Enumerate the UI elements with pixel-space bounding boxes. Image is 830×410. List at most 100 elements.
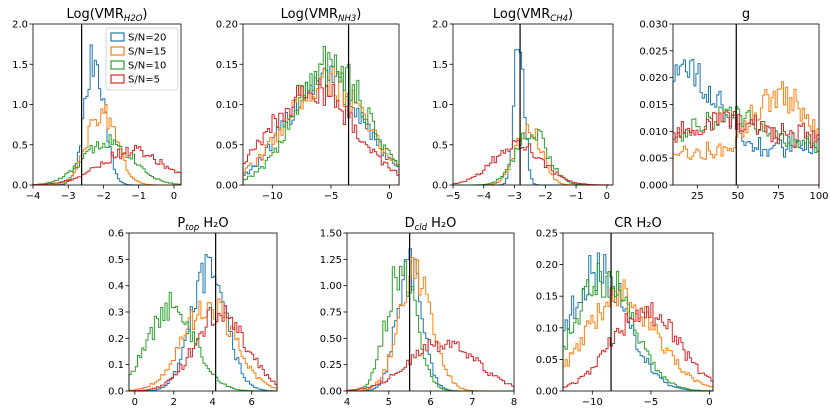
y-tick-label: 0.5 bbox=[12, 140, 28, 151]
axes-frame bbox=[128, 232, 278, 392]
histogram-s-n-5 bbox=[672, 110, 820, 185]
y-tick-label: 0.0 bbox=[12, 181, 28, 192]
y-tick-label: 0.25 bbox=[536, 229, 558, 240]
x-tick-label: 7 bbox=[469, 397, 475, 408]
panel-title: Log(VMRNH3) bbox=[281, 7, 362, 24]
x-tick-label: 8 bbox=[511, 397, 517, 408]
x-tick-label: 75 bbox=[772, 191, 785, 202]
x-tick-label: −10 bbox=[582, 397, 603, 408]
legend-label: S/N=15 bbox=[128, 47, 166, 58]
y-tick-label: 0.05 bbox=[536, 355, 558, 366]
panel-vmr-h2o: −4 −3 −2 −1 0 0.0 0.5 1.0 1.5 2.0 Log(VMRH2O) S/N=2… bbox=[12, 7, 182, 202]
x-tick-label: −5 bbox=[324, 191, 339, 202]
axes-frame bbox=[452, 23, 614, 186]
x-tick-label: −4 bbox=[476, 191, 491, 202]
panel-vmr-nh3: −10 −5 0 0.00 0.05 0.10 0.15 0.20 Log(VMRNH3) bbox=[216, 7, 400, 202]
x-tick-label: −3 bbox=[507, 191, 522, 202]
y-tick-label: 0.10 bbox=[216, 100, 238, 111]
histogram-s-n-10 bbox=[672, 106, 820, 185]
histogram-s-n-5 bbox=[562, 302, 714, 391]
histogram-s-n-15 bbox=[33, 104, 181, 186]
y-tick-label: 2.0 bbox=[12, 20, 28, 31]
y-tick-label: 0.50 bbox=[320, 334, 342, 345]
x-tick-label: −2 bbox=[96, 191, 111, 202]
panel-title: g bbox=[742, 7, 750, 22]
y-tick-label: 0.015 bbox=[639, 100, 668, 111]
histogram-s-n-5 bbox=[346, 339, 515, 391]
y-tick-label: 0.75 bbox=[320, 308, 342, 319]
x-tick-label: 100 bbox=[809, 191, 828, 202]
histogram-s-n-20 bbox=[453, 49, 613, 186]
x-tick-label: −10 bbox=[262, 191, 283, 202]
x-tick-label: −4 bbox=[26, 191, 41, 202]
x-tick-label: 0 bbox=[386, 191, 392, 202]
axes-frame bbox=[562, 232, 714, 392]
y-tick-label: 1.25 bbox=[320, 255, 342, 266]
histogram-s-n-20 bbox=[242, 65, 400, 185]
panel-g: 25 50 75 100 0.000 0.005 0.010 0.015 0.020 0.025 0… bbox=[639, 7, 828, 202]
legend-label: S/N=20 bbox=[128, 33, 166, 44]
y-tick-label: 0.010 bbox=[639, 127, 668, 138]
x-tick-label: 0 bbox=[604, 191, 610, 202]
y-tick-label: 0.1 bbox=[108, 360, 124, 371]
y-tick-label: 0.00 bbox=[320, 387, 342, 398]
panel-ptop-h2o: 0 2 4 6 0.0 0.1 0.2 0.3 0.4 0.5 0.6 Ptop H₂O bbox=[108, 216, 278, 408]
y-tick-label: 1.5 bbox=[432, 60, 448, 71]
histogram-s-n-5 bbox=[452, 139, 613, 186]
x-tick-label: −5 bbox=[446, 191, 461, 202]
panel-cr-h2o: −10 −5 0 0.00 0.05 0.10 0.15 0.20 0.25 CR H₂O bbox=[536, 216, 714, 408]
panels: −4 −3 −2 −1 00.00.51.01.52.0Log(VMRH2O)S/N=2… bbox=[12, 7, 828, 408]
y-tick-label: 0.6 bbox=[108, 229, 124, 240]
legend-label: S/N=10 bbox=[128, 61, 166, 72]
histogram-s-n-10 bbox=[128, 291, 277, 392]
y-tick-label: 0.20 bbox=[536, 260, 558, 271]
y-tick-label: 0.4 bbox=[108, 281, 124, 292]
histogram-s-n-5 bbox=[32, 144, 182, 186]
x-tick-label: −2 bbox=[538, 191, 553, 202]
x-tick-label: 0 bbox=[132, 397, 138, 408]
histogram-s-n-10 bbox=[453, 129, 613, 186]
legend-label: S/N=5 bbox=[128, 75, 160, 86]
y-tick-label: 0.005 bbox=[639, 154, 668, 165]
panel-vmr-ch4: −5 −4 −3 −2 −1 0 0.0 0.5 1.0 1.5 2.0 Log(VMRCH4) bbox=[432, 7, 614, 202]
panel-title: Log(VMRCH4) bbox=[493, 7, 573, 24]
histogram-s-n-20 bbox=[129, 254, 278, 392]
y-tick-label: 0.030 bbox=[639, 20, 668, 31]
x-tick-label: −1 bbox=[569, 191, 584, 202]
panel-title: Dcld H₂O bbox=[405, 216, 457, 233]
histogram-s-n-15 bbox=[242, 66, 400, 185]
y-tick-label: 1.00 bbox=[320, 281, 342, 292]
axes-frame bbox=[672, 23, 820, 186]
panel-title: Ptop H₂O bbox=[177, 216, 228, 233]
histogram-s-n-20 bbox=[562, 252, 714, 392]
y-tick-label: 1.5 bbox=[12, 60, 28, 71]
y-tick-label: 2.0 bbox=[432, 20, 448, 31]
y-tick-label: 0.15 bbox=[216, 60, 238, 71]
y-tick-label: 1.0 bbox=[12, 100, 28, 111]
x-tick-label: 25 bbox=[691, 191, 704, 202]
y-tick-label: 0.5 bbox=[432, 140, 448, 151]
panel-dcld-h2o: 4 5 6 7 8 0.00 0.25 0.50 0.75 1.00 1.25 1.50 Dcld H₂… bbox=[320, 216, 517, 408]
legend-swatch bbox=[110, 32, 125, 42]
y-tick-label: 0.15 bbox=[536, 292, 558, 303]
legend-swatch bbox=[110, 60, 125, 70]
x-tick-label: 6 bbox=[427, 397, 433, 408]
histogram-s-n-5 bbox=[242, 78, 400, 185]
x-tick-label: −5 bbox=[644, 397, 659, 408]
x-tick-label: 2 bbox=[171, 397, 177, 408]
y-tick-label: 1.0 bbox=[432, 100, 448, 111]
histogram-s-n-10 bbox=[32, 134, 182, 186]
x-tick-label: 6 bbox=[248, 397, 254, 408]
histogram-s-n-5 bbox=[128, 305, 278, 392]
y-tick-label: 0.00 bbox=[216, 181, 238, 192]
x-tick-label: 0 bbox=[706, 397, 712, 408]
histogram-s-n-10 bbox=[562, 262, 714, 392]
y-tick-label: 0.000 bbox=[639, 181, 668, 192]
legend-swatch bbox=[110, 74, 125, 84]
panel-title: Log(VMRH2O) bbox=[66, 7, 147, 24]
y-tick-label: 0.0 bbox=[108, 387, 124, 398]
y-tick-label: 0.00 bbox=[536, 387, 558, 398]
y-tick-label: 0.3 bbox=[108, 308, 124, 319]
y-tick-label: 0.0 bbox=[432, 181, 448, 192]
